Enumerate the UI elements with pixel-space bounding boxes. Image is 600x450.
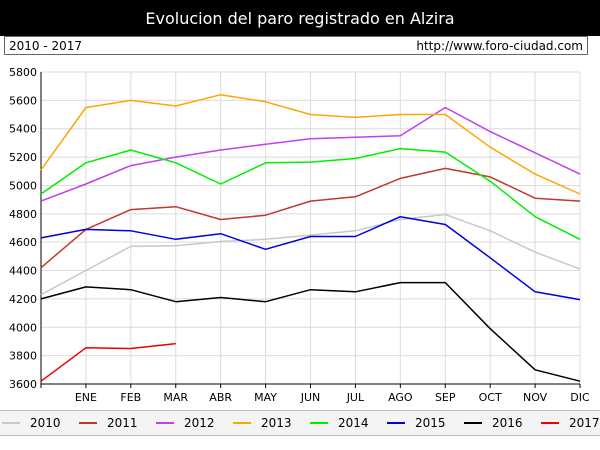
x-tick-label: MAY xyxy=(254,391,277,404)
y-tick-label: 5800 xyxy=(9,66,37,79)
y-tick-label: 4600 xyxy=(9,236,37,249)
info-bar: 2010 - 2017 http://www.foro-ciudad.com xyxy=(4,36,588,55)
series-line-2017 xyxy=(40,342,176,382)
legend-label: 2012 xyxy=(184,416,215,430)
legend-swatch xyxy=(541,422,559,424)
x-tick-label: OCT xyxy=(479,391,502,404)
y-tick-label: 4200 xyxy=(9,293,37,306)
series-line-2016 xyxy=(40,281,581,382)
y-tick-label: 5000 xyxy=(9,179,37,192)
legend-item-2015: 2015 xyxy=(387,416,446,430)
x-tick-label: AGO xyxy=(388,391,413,404)
chart-title: Evolucion del paro registrado en Alzira xyxy=(0,0,600,36)
series-line-2012 xyxy=(40,106,581,202)
legend-item-2017: 2017 xyxy=(541,416,600,430)
legend-swatch xyxy=(464,422,482,424)
legend-swatch xyxy=(156,422,174,424)
legend-item-2010: 2010 xyxy=(2,416,61,430)
legend-swatch xyxy=(310,422,328,424)
y-tick-label: 4000 xyxy=(9,321,37,334)
series-line-2010 xyxy=(40,213,581,296)
x-tick-label: JUN xyxy=(300,391,321,404)
legend-label: 2015 xyxy=(415,416,446,430)
line-chart: 3600 3800 4000 4200 4400 4600 4800 5000 5200 5400… xyxy=(9,66,590,404)
y-tick-label: 4400 xyxy=(9,265,37,278)
series-line-2013 xyxy=(40,93,581,195)
legend-item-2014: 2014 xyxy=(310,416,369,430)
legend-item-2013: 2013 xyxy=(233,416,292,430)
x-tick-label: JUL xyxy=(346,391,365,404)
legend-item-2016: 2016 xyxy=(464,416,523,430)
y-tick-label: 4800 xyxy=(9,208,37,221)
series-line-2015 xyxy=(40,215,581,301)
legend-item-2012: 2012 xyxy=(156,416,215,430)
year-range-label: 2010 - 2017 xyxy=(9,38,83,53)
series-line-2011 xyxy=(40,167,581,269)
legend-label: 2013 xyxy=(261,416,292,430)
legend-swatch xyxy=(2,422,20,424)
y-tick-label: 5400 xyxy=(9,123,37,136)
legend-item-2011: 2011 xyxy=(79,416,138,430)
x-tick-label: ENE xyxy=(75,391,97,404)
source-url: http://www.foro-ciudad.com xyxy=(416,38,583,53)
legend-swatch xyxy=(233,422,251,424)
chart-legend: 2010 2011 2012 2013 2014 2015 2016 2017 xyxy=(0,410,600,436)
x-tick-label: FEB xyxy=(120,391,141,404)
y-tick-label: 3600 xyxy=(9,378,37,391)
x-tick-label: ABR xyxy=(209,391,232,404)
legend-label: 2010 xyxy=(30,416,61,430)
legend-label: 2011 xyxy=(107,416,138,430)
y-tick-label: 5200 xyxy=(9,151,37,164)
x-tick-label: MAR xyxy=(163,391,188,404)
series-line-2014 xyxy=(40,147,581,240)
x-tick-label: DIC xyxy=(570,391,590,404)
x-tick-label: NOV xyxy=(523,391,548,404)
legend-swatch xyxy=(387,422,405,424)
y-tick-label: 5600 xyxy=(9,94,37,107)
legend-label: 2017 xyxy=(569,416,600,430)
legend-label: 2016 xyxy=(492,416,523,430)
y-tick-label: 3800 xyxy=(9,350,37,363)
x-tick-label: SEP xyxy=(435,391,456,404)
legend-label: 2014 xyxy=(338,416,369,430)
legend-swatch xyxy=(79,422,97,424)
